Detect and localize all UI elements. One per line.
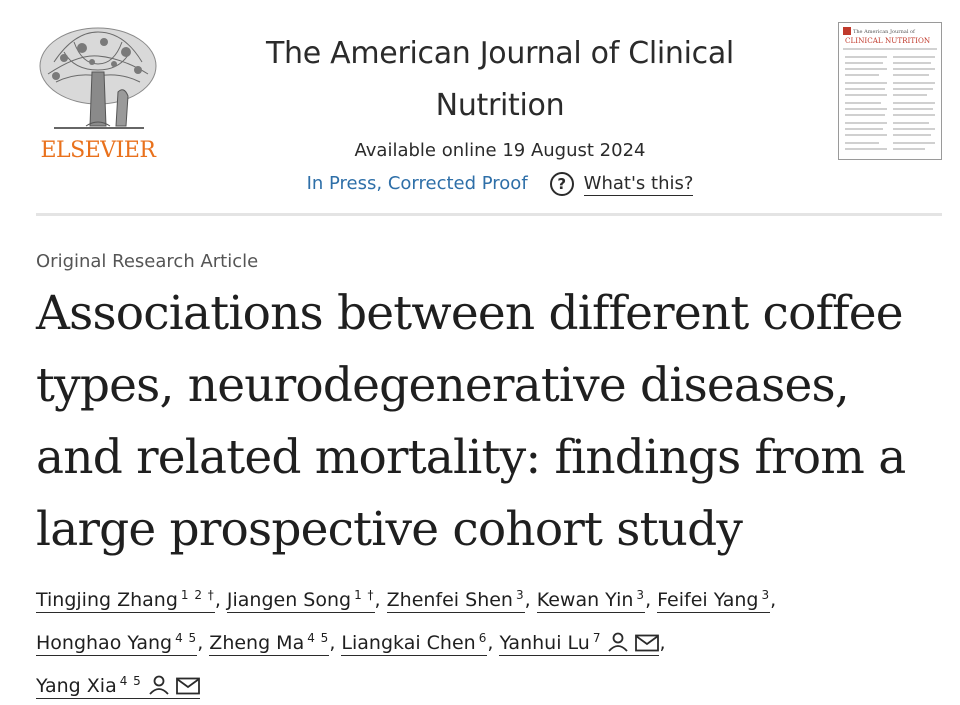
in-press-link[interactable]: In Press, Corrected Proof [306, 173, 528, 194]
header-divider [36, 213, 942, 216]
envelope-icon [175, 677, 200, 695]
author-link[interactable]: Feifei Yang 3 [657, 588, 771, 613]
whats-this-label: What's this? [583, 172, 694, 196]
title-line: Associations between different coffee [36, 286, 904, 341]
author-link[interactable]: Kewan Yin 3 [536, 588, 646, 613]
whats-this-button[interactable]: ? What's this? [549, 172, 694, 196]
author-list: Tingjing Zhang 1 2 †, Jiangen Song 1 †, Zh… [36, 576, 936, 705]
article-status-row: In Press, Corrected Proof ? What's this? [210, 170, 790, 198]
author-line: Honghao Yang 4 5, Zheng Ma 4 5, Liangkai C… [36, 631, 666, 656]
title-line: types, neurodegenerative diseases, [36, 358, 850, 413]
author-link[interactable]: Liangkai Chen 6 [341, 631, 488, 656]
person-icon [149, 675, 169, 695]
author-link[interactable]: Yanhui Lu 7 [499, 631, 660, 656]
author-link[interactable]: Jiangen Song 1 † [226, 588, 375, 613]
title-line: large prospective cohort study [36, 502, 743, 557]
envelope-icon [635, 634, 660, 652]
available-online-date: Available online 19 August 2024 [354, 140, 646, 161]
title-line: and related mortality: findings from a [36, 430, 906, 485]
author-link[interactable]: Tingjing Zhang 1 2 † [36, 588, 215, 613]
elsevier-logo[interactable]: ELSEVIER [34, 22, 162, 164]
article-type: Original Research Article [36, 251, 259, 272]
author-link[interactable]: Honghao Yang 4 5 [36, 631, 198, 656]
author-line: Tingjing Zhang 1 2 †, Jiangen Song 1 †, Zh… [36, 588, 777, 613]
help-icon: ? [549, 172, 574, 196]
article-title: Associations between different coffee ty… [36, 278, 946, 566]
author-link[interactable]: Zhenfei Shen 3 [386, 588, 525, 613]
author-line: Yang Xia 4 5 [36, 662, 936, 705]
journal-title[interactable]: The American Journal of Clinical Nutriti… [266, 36, 734, 123]
author-link[interactable]: Yang Xia 4 5 [36, 674, 200, 699]
author-link[interactable]: Zheng Ma 4 5 [209, 631, 330, 656]
elsevier-tree-icon [39, 27, 157, 129]
elsevier-wordmark: ELSEVIER [40, 138, 156, 163]
journal-header: The American Journal of Clinical Nutriti… [210, 28, 790, 198]
person-icon [608, 632, 629, 652]
journal-cover-thumbnail[interactable]: The American Journal of CLINICAL NUTRITI… [838, 22, 942, 160]
cover-header-small: The American Journal of [853, 29, 916, 35]
cover-header-big: CLINICAL NUTRITION [845, 36, 930, 45]
cover-image: The American Journal of CLINICAL NUTRITI… [843, 27, 937, 150]
